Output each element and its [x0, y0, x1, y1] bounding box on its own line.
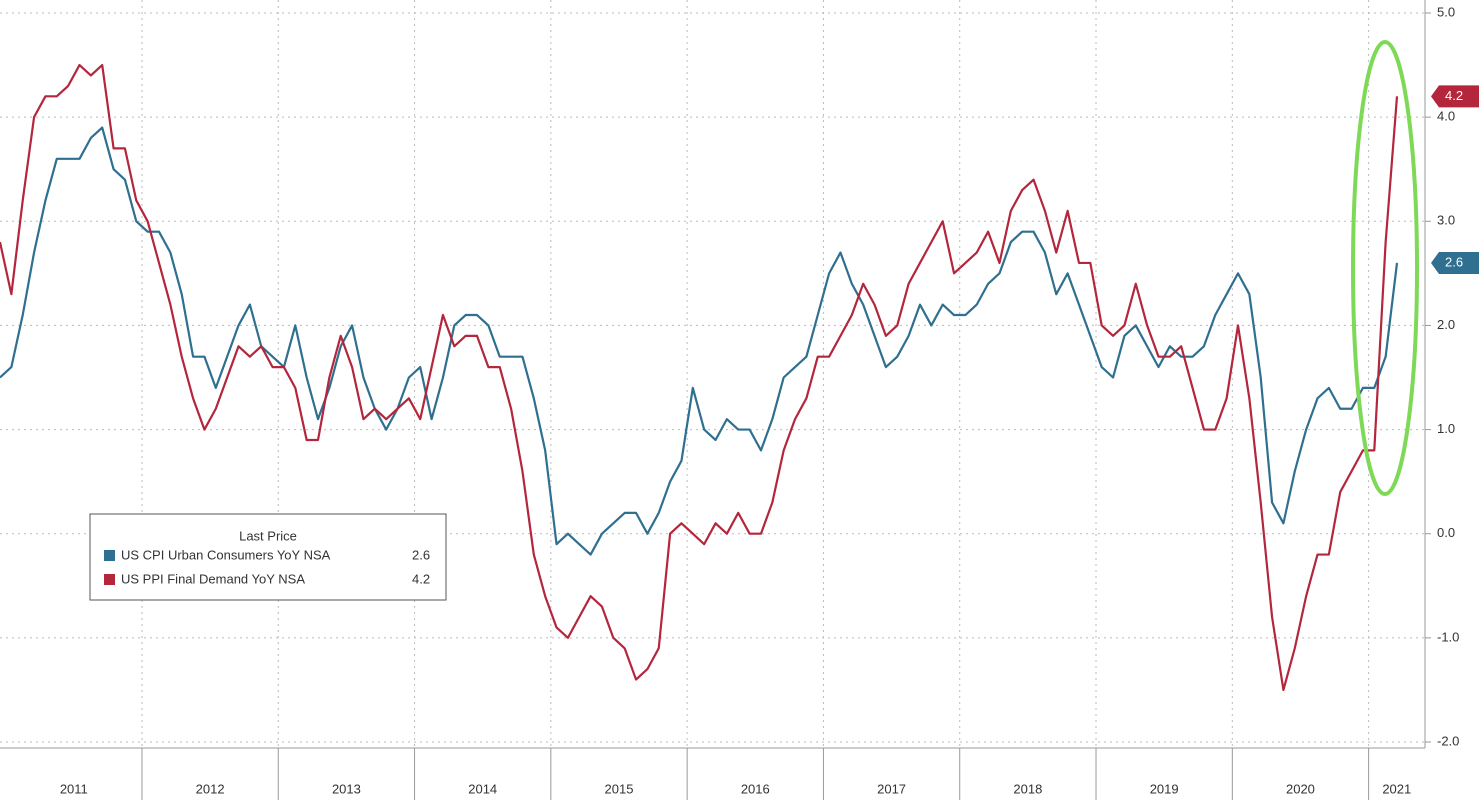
x-tick-label: 2019 [1150, 781, 1179, 796]
highlight-ellipse [1351, 40, 1419, 496]
y-tick-label: 0.0 [1437, 525, 1455, 540]
x-tick-label: 2014 [468, 781, 497, 796]
x-tick-label: 2020 [1286, 781, 1315, 796]
x-tick-label: 2018 [1013, 781, 1042, 796]
last-value-label: 4.2 [1445, 88, 1463, 103]
grid [0, 0, 1425, 748]
y-tick-label: 4.0 [1437, 109, 1455, 124]
y-tick-label: -2.0 [1437, 733, 1459, 748]
last-value-tag [1431, 251, 1479, 274]
x-tick-label: 2013 [332, 781, 361, 796]
legend-box [89, 513, 447, 601]
y-tick-label: -1.0 [1437, 629, 1459, 644]
legend-value: 4.2 [412, 571, 430, 586]
series-line [0, 63, 1399, 692]
legend-label: US CPI Urban Consumers YoY NSA [121, 547, 331, 562]
y-tick-label: 1.0 [1437, 421, 1455, 436]
lines [0, 63, 1399, 692]
legend-swatch [104, 550, 115, 561]
x-tick-label: 2021 [1382, 781, 1411, 796]
last-value-label: 2.6 [1445, 254, 1463, 269]
legend-value: 2.6 [412, 547, 430, 562]
legend-title: Last Price [239, 528, 297, 543]
y-tick-label: 2.0 [1437, 317, 1455, 332]
legend: Last Price US CPI Urban Consumers YoY NS… [89, 513, 447, 601]
x-tick-label: 2012 [196, 781, 225, 796]
legend-swatch [104, 574, 115, 585]
x-tick-label: 2017 [877, 781, 906, 796]
y-tick-label: 5.0 [1437, 4, 1455, 19]
legend-label: US PPI Final Demand YoY NSA [121, 571, 305, 586]
last-value-tag [1431, 85, 1479, 108]
y-tick-label: 3.0 [1437, 213, 1455, 228]
x-tick-label: 2011 [60, 781, 88, 796]
x-tick-label: 2016 [741, 781, 770, 796]
x-tick-label: 2015 [605, 781, 634, 796]
